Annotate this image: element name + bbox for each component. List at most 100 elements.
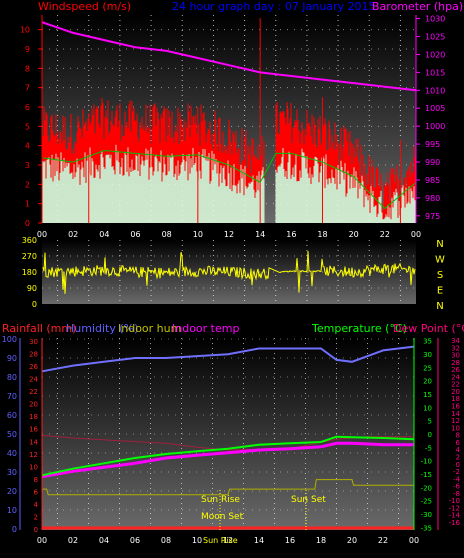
rainfall-tick-label: 0 (34, 526, 38, 534)
dew-point-tick-label: -4 (453, 475, 461, 483)
rainfall-tick-label: 8 (34, 476, 38, 484)
compass-label: E (437, 286, 443, 297)
dew-point-axis: -16-14-12-10-8-6-4-202468101214161820222… (438, 337, 461, 530)
humidity-tick-label: 50 (7, 430, 17, 439)
time-tick-label: 00 (409, 536, 419, 545)
humidity-tick-label: 20 (7, 487, 17, 496)
dew-point-tick-label: 14 (451, 410, 460, 418)
sun-set-label: Sun Set (291, 495, 326, 505)
dew-point-tick-label: 10 (451, 424, 460, 432)
dew-point-tick-label: 22 (451, 381, 460, 389)
dew-point-tick-label: 18 (451, 395, 460, 403)
dew-point-tick-label: 20 (451, 388, 460, 396)
humidity-tick-label: 90 (7, 354, 17, 363)
rainfall-tick-label: 6 (34, 488, 39, 496)
sun-rise-label: Sun Rise (201, 495, 240, 505)
humidity-tick-label: 10 (7, 506, 17, 515)
time-tick-label: 22 (378, 536, 388, 545)
rainfall-tick-label: 16 (29, 426, 38, 434)
time-tick-label: 14 (254, 536, 264, 545)
direction-tick-label: 270 (22, 252, 37, 261)
dew-point-tick-label: -16 (449, 519, 461, 527)
temperature-tick-label: -35 (421, 524, 432, 532)
dew-point-tick-label: 8 (456, 432, 460, 440)
indoor-temp-legend: Indoor temp (172, 322, 239, 335)
windspeed-tick-label: 7 (25, 84, 30, 93)
humidity-tick-label: 30 (7, 468, 17, 477)
dew-point-tick-label: 34 (451, 337, 460, 345)
barometer-tick-label: 1000 (425, 122, 445, 131)
sun-rise-axis-label: Sun Rise (203, 536, 238, 545)
time-axis-1: 00 02 04 06 08 10 12 14 16 18 20 22 00 (37, 230, 421, 239)
temperature-tick-label: 0 (428, 431, 432, 439)
dew-point-tick-label: -6 (453, 483, 461, 491)
humidity-tick-label: 70 (7, 392, 17, 401)
temperature-tick-label: -20 (421, 484, 432, 492)
temperature-tick-label: -5 (425, 444, 432, 452)
temperature-tick-label: 10 (423, 404, 432, 412)
humidity-tick-label: 40 (7, 449, 17, 458)
windspeed-tick-label: 4 (25, 142, 30, 151)
humidity-tick-label: 0 (12, 525, 17, 534)
direction-tick-label: 180 (22, 268, 37, 277)
dew-point-tick-label: -8 (453, 490, 460, 498)
barometer-tick-label: 1015 (425, 68, 445, 77)
rainfall-tick-label: 30 (29, 338, 38, 346)
barometer-tick-label: 1030 (425, 15, 445, 24)
graph-date-title: 24 hour graph day : 07 January 2015 (172, 0, 376, 13)
dew-point-tick-label: 26 (451, 366, 460, 374)
rainfall-tick-label: 22 (29, 388, 38, 396)
time-tick-label: 02 (68, 230, 78, 239)
time-tick-label: 08 (162, 230, 172, 239)
compass-label: N (436, 239, 443, 250)
time-tick-label: 22 (380, 230, 390, 239)
time-tick-label: 06 (130, 230, 140, 239)
dew-point-tick-label: -12 (449, 504, 460, 512)
direction-tick-label: 90 (27, 284, 37, 293)
windspeed-tick-label: 6 (25, 103, 30, 112)
dew-point-tick-label: -10 (449, 497, 460, 505)
time-tick-label: 16 (285, 536, 295, 545)
humidity-tick-label: 100 (2, 335, 17, 344)
windspeed-tick-label: 3 (25, 161, 30, 170)
windspeed-tick-label: 9 (25, 45, 30, 54)
windspeed-tick-label: 1 (25, 200, 30, 209)
dew-point-tick-label: 6 (456, 439, 461, 447)
direction-tick-label: 360 (22, 236, 37, 245)
windspeed-tick-label: 5 (25, 122, 30, 131)
rainfall-tick-label: 26 (29, 363, 38, 371)
time-tick-label: 00 (37, 536, 47, 545)
dew-point-tick-label: 32 (451, 344, 460, 352)
time-tick-label: 04 (99, 536, 109, 545)
temperature-tick-label: 25 (423, 364, 432, 372)
time-tick-label: 10 (192, 536, 202, 545)
time-tick-label: 16 (286, 230, 296, 239)
dew-point-tick-label: -14 (449, 512, 461, 520)
dew-point-tick-label: 4 (456, 446, 461, 454)
barometer-tick-label: 1005 (425, 104, 445, 113)
temperature-tick-label: 5 (428, 418, 432, 426)
windspeed-axis: 0 1 2 3 4 5 6 7 8 9 10 (20, 15, 42, 228)
temperature-tick-label: -10 (421, 458, 432, 466)
dew-point-tick-label: 0 (456, 461, 460, 469)
time-tick-label: 12 (224, 230, 234, 239)
time-tick-label: 00 (411, 230, 421, 239)
direction-axis: 0 90 180 270 360 (22, 236, 37, 309)
time-tick-label: 20 (349, 230, 359, 239)
time-tick-label: 14 (255, 230, 265, 239)
dew-point-tick-label: 24 (451, 373, 460, 381)
rainfall-tick-label: 4 (34, 501, 39, 509)
dew-point-legend: Dew Point (°C) (393, 322, 464, 335)
barometer-title: Barometer (hpa) (372, 0, 463, 13)
rainfall-tick-label: 10 (29, 463, 38, 471)
time-tick-label: 06 (130, 536, 140, 545)
rainfall-tick-label: 2 (34, 513, 38, 521)
compass-label: N (436, 301, 443, 312)
temperature-tick-label: 20 (423, 378, 432, 386)
rainfall-tick-label: 24 (29, 376, 38, 384)
rainfall-tick-label: 12 (29, 451, 38, 459)
humidity-axis: 0102030405060708090100 (2, 335, 20, 534)
compass-labels: NWSEN (435, 239, 445, 312)
